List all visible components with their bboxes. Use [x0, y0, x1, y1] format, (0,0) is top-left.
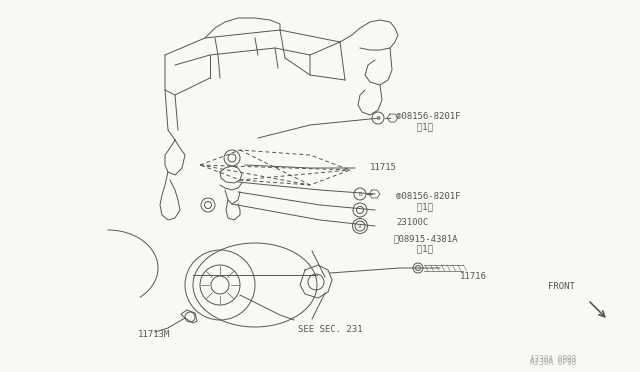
Text: B: B: [358, 192, 362, 196]
Text: 11715: 11715: [370, 163, 397, 172]
Text: FRONT: FRONT: [548, 282, 575, 291]
Text: （1）: （1）: [406, 122, 433, 131]
Text: V: V: [358, 224, 362, 228]
Text: 23100C: 23100C: [396, 218, 428, 227]
Text: A230A 0P98: A230A 0P98: [530, 358, 576, 367]
Text: Ⓥ08915-4381A: Ⓥ08915-4381A: [394, 234, 458, 243]
Text: （1）: （1）: [406, 202, 433, 211]
Text: A230A 0P98: A230A 0P98: [530, 355, 576, 364]
Text: （1）: （1）: [406, 244, 433, 253]
Text: ®08156-8201F: ®08156-8201F: [396, 112, 461, 121]
Text: B: B: [376, 115, 380, 121]
Text: 11716: 11716: [460, 272, 487, 281]
Text: SEE SEC. 231: SEE SEC. 231: [298, 325, 362, 334]
Text: 11713M: 11713M: [138, 330, 170, 339]
Text: ®08156-8201F: ®08156-8201F: [396, 192, 461, 201]
